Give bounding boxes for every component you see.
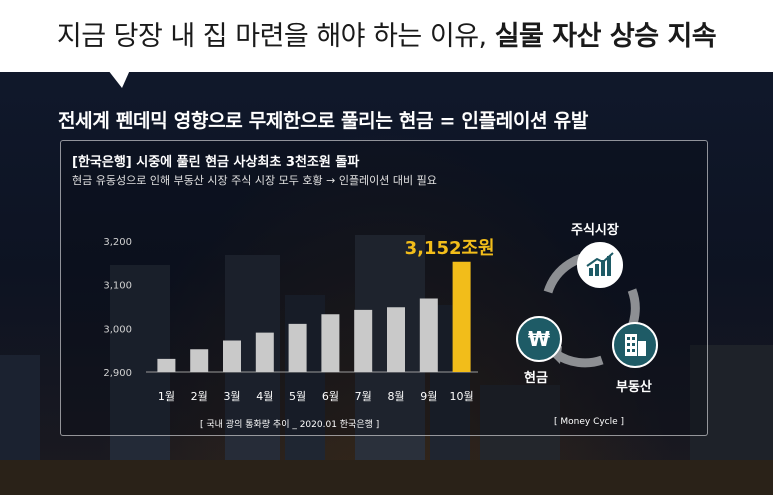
x-tick-label: 6월 — [322, 390, 339, 403]
svg-text:₩: ₩ — [528, 327, 550, 351]
bar — [452, 261, 471, 372]
stock-chart-icon — [577, 242, 623, 288]
headline-normal: 지금 당장 내 집 마련을 해야 하는 이유, — [56, 21, 487, 52]
x-tick-label: 1월 — [158, 390, 175, 403]
x-tick-label: 2월 — [191, 390, 208, 403]
x-tick-label: 5월 — [289, 390, 306, 403]
y-tick-label: 2,900 — [103, 368, 132, 379]
headline-bold: 실물 자산 상승 지속 — [494, 21, 717, 52]
bar — [387, 307, 405, 372]
cycle-label-stock: 주식시장 — [571, 223, 619, 238]
bar — [190, 349, 209, 372]
x-tick-label: 3월 — [223, 390, 240, 403]
bar — [255, 332, 274, 372]
bar — [354, 309, 373, 372]
city-skyline-background — [0, 235, 773, 495]
cycle-arrow-bottom — [553, 350, 604, 368]
headline-bubble — [0, 0, 773, 72]
x-tick-label: 9월 — [420, 390, 437, 403]
bar — [321, 314, 340, 372]
cycle-caption: [ Money Cycle ] — [554, 417, 625, 427]
cycle-label-cash: 현금 — [524, 371, 548, 386]
chart-source: [ 국내 광의 통화량 추이 _ 2020.01 한국은행 ] — [200, 420, 380, 430]
cycle-label-realestate: 부동산 — [616, 380, 652, 395]
content-panel — [60, 140, 708, 436]
bar — [288, 323, 307, 372]
panel-title: [한국은행] 시중에 풀린 현금 사상최초 3천조원 돌파 — [72, 155, 360, 170]
subheading: 전세계 펜데믹 영향으로 무제한으로 풀리는 현금 = 인플레이션 유발 — [58, 110, 588, 132]
bubble-tail — [108, 70, 130, 88]
highlight-data-label: 3,152조원 — [405, 238, 495, 259]
building-icon — [612, 322, 658, 368]
page-headline: 지금 당장 내 집 마련을 해야 하는 이유, 실물 자산 상승 지속 — [0, 14, 773, 53]
y-tick-label: 3,200 — [103, 237, 132, 248]
x-tick-label: 8월 — [387, 390, 404, 403]
x-tick-label: 7월 — [355, 390, 372, 403]
x-tick-label: 10월 — [450, 390, 474, 403]
bar — [223, 340, 241, 372]
bar — [157, 358, 176, 372]
panel-subtitle: 현금 유동성으로 인해 부동산 시장 주식 시장 모두 호황 → 인플레이션 대… — [72, 174, 437, 187]
x-tick-label: 4월 — [256, 390, 273, 403]
y-tick-label: 3,100 — [103, 281, 132, 292]
y-tick-label: 3,000 — [103, 324, 132, 335]
won-coin-icon: ₩ — [516, 316, 562, 362]
bar — [419, 298, 438, 372]
